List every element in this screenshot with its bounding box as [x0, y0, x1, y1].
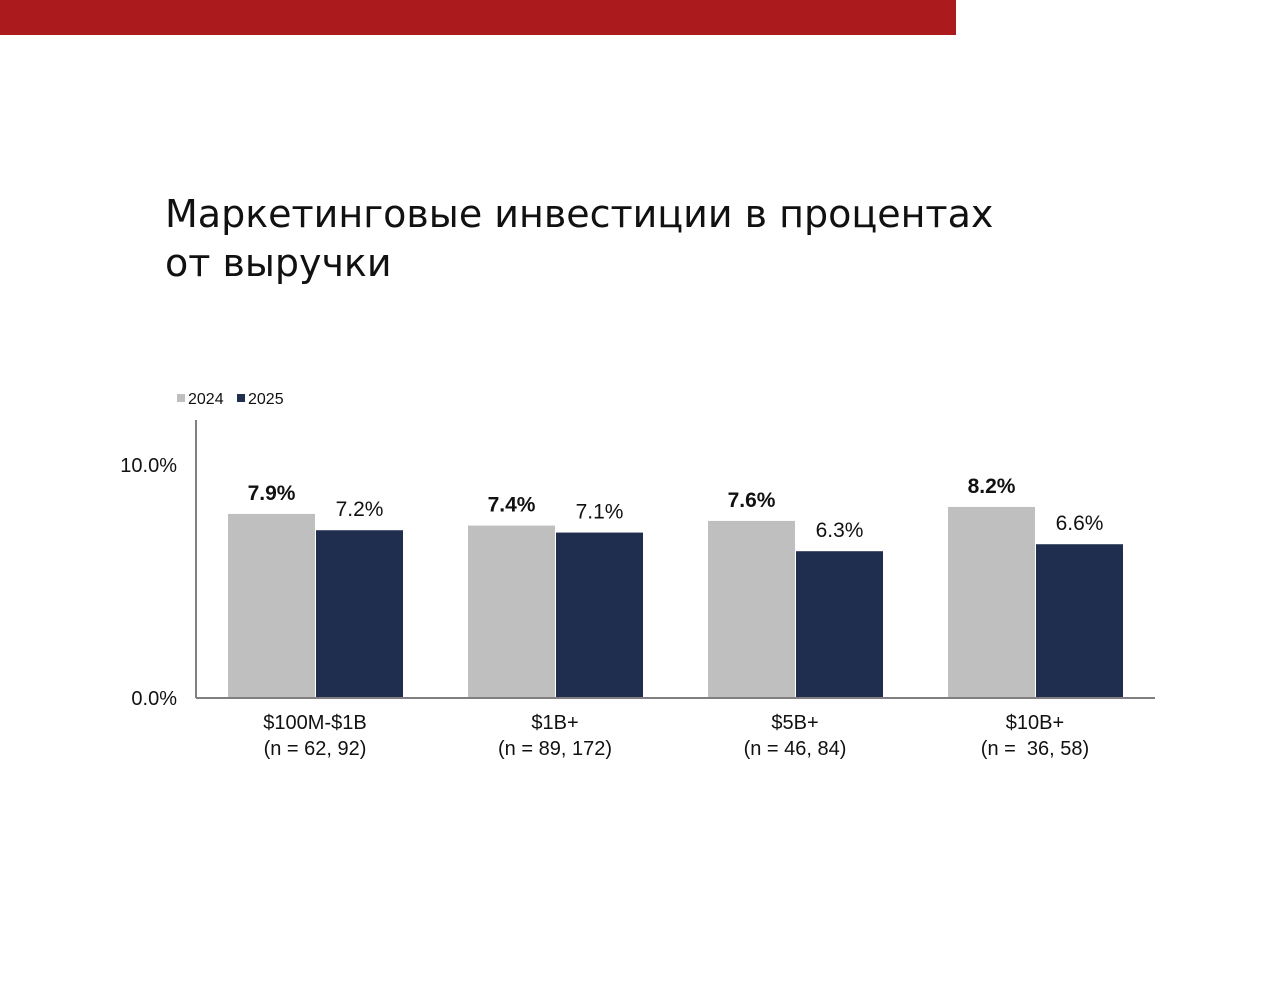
- slide-title-line-2: от выручки: [165, 241, 392, 285]
- bar-2025: [316, 530, 403, 698]
- data-label: 7.1%: [576, 501, 624, 524]
- bar-2024: [708, 520, 795, 698]
- data-label: 7.4%: [488, 494, 536, 517]
- chart-bars: [228, 506, 1123, 698]
- x-category-sublabel: (n = 62, 92): [264, 738, 367, 760]
- chart-legend: 2024 2025: [177, 391, 284, 408]
- bar-2025: [556, 532, 643, 698]
- x-category-sublabel: (n = 89, 172): [498, 738, 612, 760]
- bar-2024: [948, 506, 1035, 698]
- chart-bar-labels: 7.9% 7.2% 7.4% 7.1% 7.6% 6.3% 8.2% 6.6%: [248, 475, 1104, 542]
- x-category-label: $5B+: [771, 712, 818, 734]
- data-label: 8.2%: [968, 475, 1016, 498]
- bar-2025: [796, 551, 883, 698]
- y-tick-label: 0.0%: [131, 688, 177, 710]
- top-accent-bar: [0, 0, 956, 35]
- bar-chart: 2024 2025 0.0% 10.0% 7.9% 7.2% 7.4% 7.1% 7.6% 6…: [120, 391, 1155, 760]
- data-label: 7.6%: [728, 489, 776, 512]
- data-label: 7.9%: [248, 482, 296, 505]
- legend-swatch: [177, 394, 185, 402]
- y-tick-label: 10.0%: [120, 455, 177, 477]
- x-axis: $100M-$1B (n = 62, 92) $1B+ (n = 89, 172) $5…: [196, 697, 1155, 760]
- legend-swatch: [237, 394, 245, 402]
- y-axis: 0.0% 10.0%: [120, 420, 197, 710]
- x-category-sublabel: (n = 36, 58): [981, 738, 1089, 760]
- slide-title-line-1: Маркетинговые инвестиции в процентах: [165, 192, 994, 236]
- data-label: 6.3%: [816, 519, 864, 542]
- legend-label: 2024: [188, 391, 224, 408]
- legend-label: 2025: [248, 391, 284, 408]
- x-category-sublabel: (n = 46, 84): [744, 738, 847, 760]
- bar-2024: [228, 513, 315, 698]
- bar-2025: [1036, 544, 1123, 698]
- x-category-label: $1B+: [531, 712, 578, 734]
- bar-2024: [468, 525, 555, 698]
- x-category-label: $10B+: [1006, 712, 1064, 734]
- data-label: 6.6%: [1056, 512, 1104, 535]
- slide-title: Маркетинговые инвестиции в процентах от …: [165, 190, 1165, 288]
- data-label: 7.2%: [336, 498, 384, 521]
- x-category-label: $100M-$1B: [263, 712, 366, 734]
